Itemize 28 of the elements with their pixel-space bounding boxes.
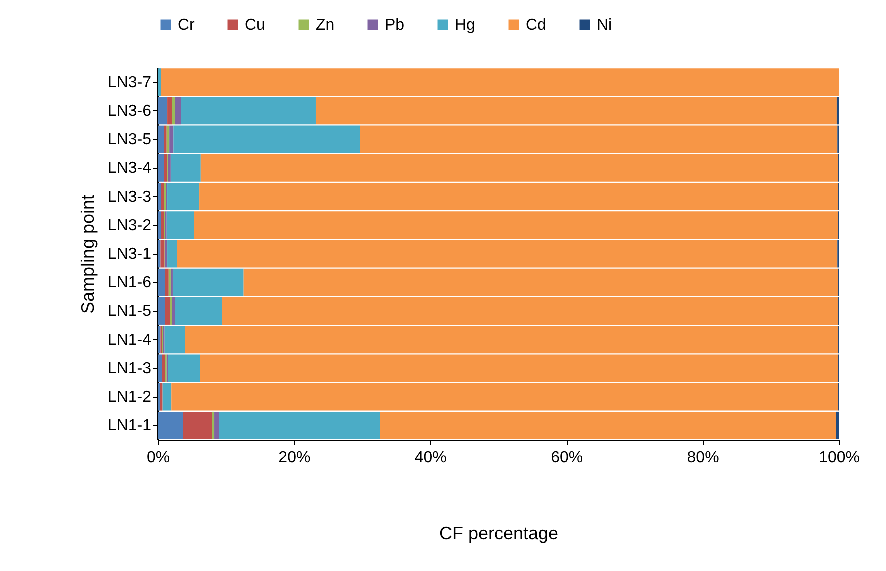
x-tick-label: 100% (819, 450, 860, 466)
y-tick-label: LN1-1 (108, 418, 152, 435)
x-tick-label: 80% (687, 450, 720, 466)
legend-label: Ni (597, 17, 612, 34)
y-tick-label: LN1-2 (108, 389, 152, 406)
x-axis-title: CF percentage (439, 524, 559, 544)
legend-label: Zn (316, 17, 335, 34)
y-tick-label: LN1-6 (108, 274, 152, 292)
y-tick-label: LN3-2 (108, 217, 152, 234)
legend-label: Pb (385, 17, 405, 34)
y-tick-label: LN3-6 (108, 102, 152, 120)
legend-label: Cd (526, 17, 546, 34)
x-tick-label: 20% (278, 450, 311, 466)
y-axis-title: Sampling point (78, 194, 98, 314)
y-tick-label: LN1-5 (108, 303, 152, 320)
y-tick-label: LN3-5 (108, 132, 152, 149)
legend-label: Cu (245, 17, 266, 34)
y-tick-label: LN3-3 (108, 188, 152, 206)
y-tick-label: LN1-4 (108, 332, 152, 349)
y-tick-label: LN3-1 (108, 246, 152, 263)
legend-label: Hg (455, 17, 476, 34)
y-tick-label: LN3-4 (108, 160, 152, 178)
legend-label: Cr (178, 17, 196, 34)
x-tick-label: 0% (146, 450, 170, 466)
y-tick-label: LN1-3 (108, 360, 152, 378)
x-tick-label: 60% (551, 450, 584, 466)
y-tick-label: LN3-7 (108, 74, 152, 92)
x-tick-label: 40% (414, 450, 447, 466)
